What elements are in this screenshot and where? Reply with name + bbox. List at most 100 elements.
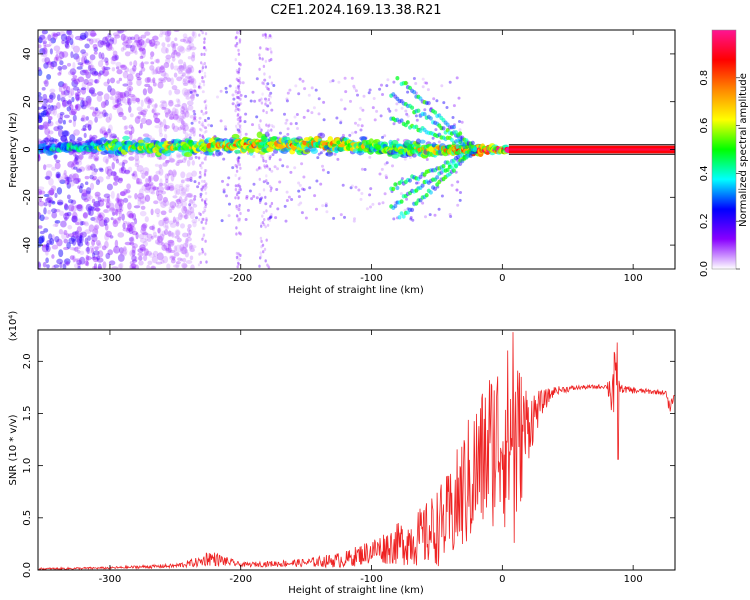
heatmap-cell xyxy=(114,95,119,101)
heatmap-cell xyxy=(38,47,46,55)
heatmap-cell xyxy=(156,252,164,261)
heatmap-cell xyxy=(127,98,132,106)
heatmap-cell xyxy=(68,237,75,245)
heatmap-cell xyxy=(178,70,183,75)
heatmap-cell xyxy=(38,154,41,162)
heatmap-cell xyxy=(383,162,387,166)
heatmap-cell xyxy=(165,57,171,64)
heatmap-cell xyxy=(317,132,326,139)
heatmap-cell xyxy=(178,118,184,122)
heatmap-cell xyxy=(88,87,96,95)
heatmap-cell xyxy=(122,83,129,87)
heatmap-cell xyxy=(270,128,273,132)
heatmap-cell xyxy=(48,233,53,241)
heatmap-cell xyxy=(341,183,345,187)
heatmap-cell xyxy=(270,213,273,217)
heatmap-cell xyxy=(262,159,265,163)
heatmap-cell xyxy=(92,215,100,223)
heatmap-cell xyxy=(118,111,124,118)
heatmap-cell xyxy=(48,130,54,135)
heatmap-cell xyxy=(258,198,262,202)
heatmap-cell xyxy=(91,177,96,181)
heatmap-cell xyxy=(265,85,268,89)
heatmap-cell xyxy=(234,188,238,192)
heatmap-cell xyxy=(98,70,104,76)
heatmap-cell xyxy=(235,204,238,208)
heatmap-cell xyxy=(191,159,195,166)
heatmap-cell xyxy=(63,89,70,96)
heatmap-cell xyxy=(350,76,354,80)
heatmap-cell xyxy=(47,121,54,127)
heatmap-cell xyxy=(117,199,124,207)
heatmap-cell xyxy=(39,48,46,55)
heatmap-cell xyxy=(187,133,193,137)
heatmap-cell xyxy=(51,166,57,171)
heatmap-cell xyxy=(79,32,87,40)
heatmap-cell xyxy=(200,150,203,155)
heatmap-cell xyxy=(56,199,64,206)
heatmap-cell xyxy=(179,243,185,252)
heatmap-cell xyxy=(199,260,202,264)
heatmap-cell xyxy=(150,183,154,191)
heatmap-cell xyxy=(167,230,172,237)
heatmap-cell xyxy=(161,106,167,110)
heatmap-cell xyxy=(160,210,167,216)
heatmap-cell xyxy=(202,233,206,237)
heatmap-cell xyxy=(381,201,385,205)
heatmap-cell xyxy=(298,183,302,187)
heatmap-cell xyxy=(246,208,250,212)
heatmap-cell xyxy=(145,250,152,256)
heatmap-cell xyxy=(238,116,241,120)
heatmap-cell xyxy=(105,201,111,209)
heatmap-cell xyxy=(207,116,210,120)
heatmap-cell xyxy=(83,222,90,227)
heatmap-cell xyxy=(93,224,100,230)
heatmap-cell xyxy=(105,252,111,259)
heatmap-cell xyxy=(85,254,90,262)
heatmap-cell xyxy=(263,218,266,222)
heatmap-cell xyxy=(112,171,118,176)
heatmap-cell xyxy=(88,224,95,232)
heatmap-cell xyxy=(458,131,463,136)
heatmap-cell xyxy=(160,79,166,83)
heatmap-cell xyxy=(136,106,143,112)
heatmap-cell xyxy=(75,103,81,112)
heatmap-cell xyxy=(199,127,202,131)
heatmap-cell xyxy=(151,68,155,75)
heatmap-cell xyxy=(197,218,201,222)
heatmap-cell xyxy=(185,185,190,193)
heatmap-cell xyxy=(124,51,131,57)
heatmap-cell xyxy=(65,85,71,94)
heatmap-cell xyxy=(315,179,319,183)
heatmap-cell xyxy=(236,162,240,166)
heatmap-cell xyxy=(284,121,288,125)
heatmap-cell xyxy=(239,97,242,101)
heatmap-cell xyxy=(266,263,269,267)
heatmap-cell xyxy=(54,139,59,143)
heatmap-cell xyxy=(45,112,50,118)
heatmap-cell xyxy=(126,224,134,232)
heatmap-cell xyxy=(94,246,99,251)
heatmap-cell xyxy=(67,179,73,183)
heatmap-cell xyxy=(236,215,239,219)
heatmap-cell xyxy=(110,217,114,221)
heatmap-cell xyxy=(431,136,435,140)
heatmap-cell xyxy=(55,171,61,178)
heatmap-cell xyxy=(77,249,81,254)
heatmap-cell xyxy=(165,248,172,254)
heatmap-cell xyxy=(435,175,440,180)
heatmap-cell xyxy=(100,56,107,63)
heatmap-cell xyxy=(77,62,84,66)
heatmap-cell xyxy=(54,192,58,199)
heatmap-cell xyxy=(125,221,131,227)
heatmap-cell xyxy=(339,121,343,125)
heatmap-cell xyxy=(168,169,173,176)
heatmap-cell xyxy=(188,205,192,210)
heatmap-cell xyxy=(470,140,475,146)
heatmap-cell xyxy=(203,226,206,230)
heatmap-band-core xyxy=(508,148,675,151)
heatmap-cell xyxy=(90,152,94,158)
heatmap-cell xyxy=(114,239,119,248)
heatmap-cell xyxy=(54,162,61,170)
heatmap-cell xyxy=(97,72,102,80)
